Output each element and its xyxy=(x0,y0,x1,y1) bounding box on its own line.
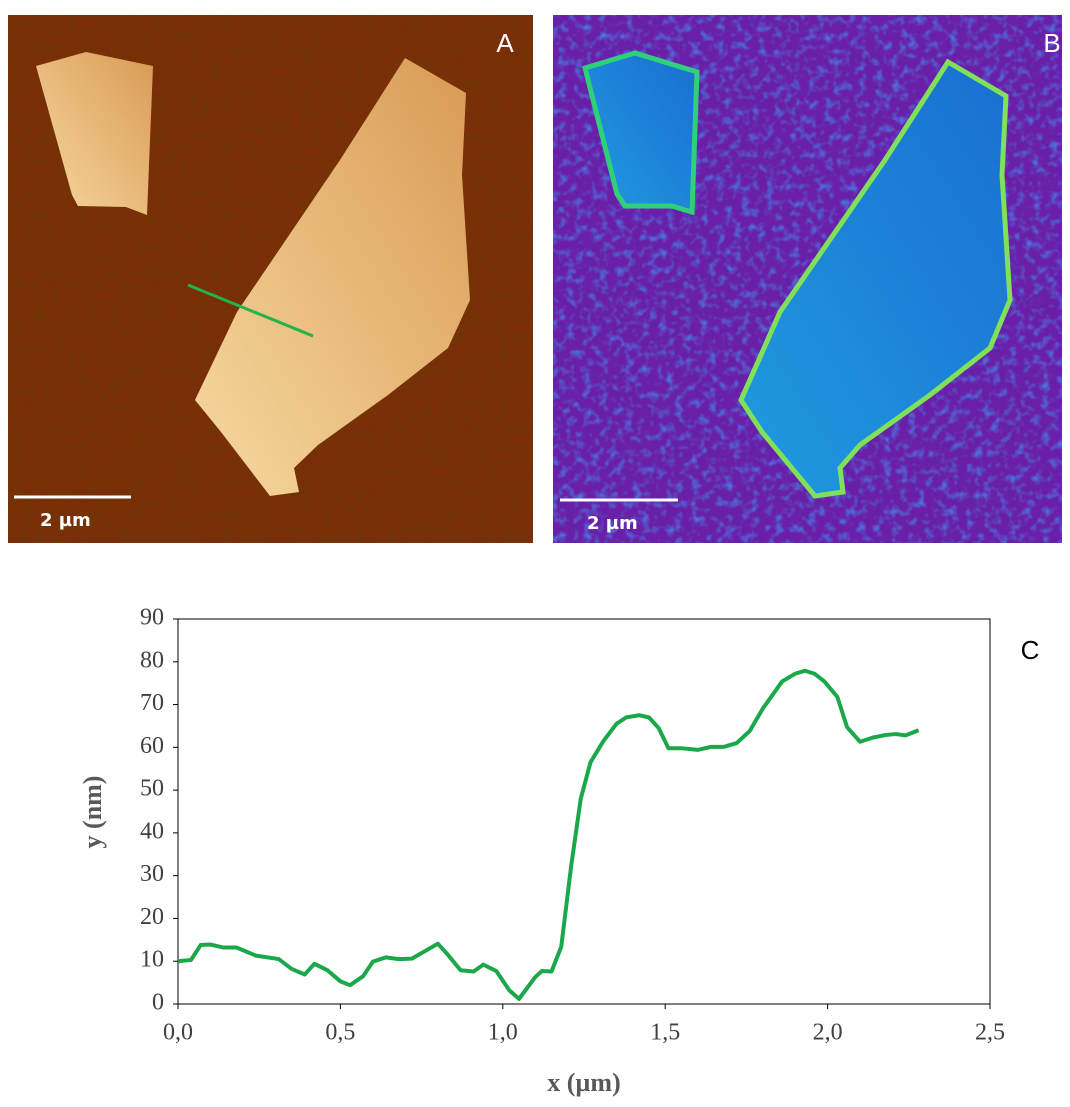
panel-label: A xyxy=(496,28,514,58)
x-tick-label: 0,5 xyxy=(325,1020,355,1046)
data-line xyxy=(178,671,919,999)
panel-label: B xyxy=(1043,28,1060,58)
y-tick-label: 90 xyxy=(140,605,164,631)
y-tick-label: 20 xyxy=(140,904,164,930)
afm-height-image: 2 µm A xyxy=(8,15,533,543)
scale-bar-label: 2 µm xyxy=(40,510,91,531)
x-tick-label: 2,0 xyxy=(813,1020,843,1046)
y-tick-label: 30 xyxy=(140,861,164,887)
y-tick-label: 10 xyxy=(140,947,164,973)
y-tick-label: 80 xyxy=(140,647,164,673)
x-axis-label: x (µm) xyxy=(547,1068,620,1097)
scale-bar-label: 2 µm xyxy=(587,513,638,534)
x-tick-label: 0,0 xyxy=(163,1020,193,1046)
y-axis-label: y (nm) xyxy=(78,776,107,849)
y-tick-label: 50 xyxy=(140,776,164,802)
x-tick-label: 1,5 xyxy=(650,1020,680,1046)
afm-phase-image: 2 µm B xyxy=(553,15,1062,543)
x-tick-label: 2,5 xyxy=(975,1020,1005,1046)
x-tick-label: 1,0 xyxy=(488,1020,518,1046)
panel-label: C xyxy=(1021,635,1040,665)
figure: 2 µm A 2 µm B C x (µm) y (nm) 0 10 20 30 40 5… xyxy=(0,0,1070,1102)
y-tick-label: 40 xyxy=(140,818,164,844)
plot-frame xyxy=(178,619,990,1004)
y-tick-label: 70 xyxy=(140,690,164,716)
y-tick-label: 60 xyxy=(140,733,164,759)
y-tick-label: 0 xyxy=(152,990,164,1016)
